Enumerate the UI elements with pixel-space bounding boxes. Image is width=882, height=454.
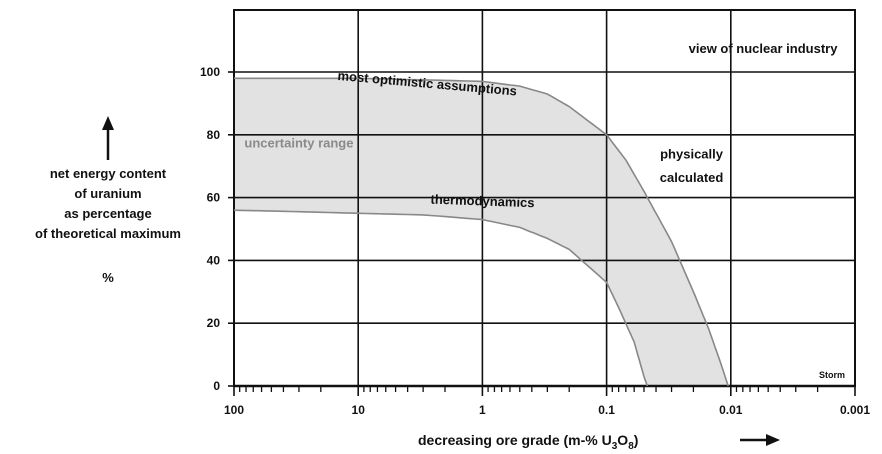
lower-curve	[233, 209, 649, 387]
y-tick-label: 100	[200, 65, 220, 79]
x-tick-label: 100	[224, 403, 244, 417]
annotation-label: view of nuclear industry	[689, 41, 839, 56]
y-axis-label-line-2: of uranium	[74, 186, 141, 201]
upper-curve	[234, 77, 729, 387]
x-tick-label: 1	[479, 403, 486, 417]
y-tick-label: 0	[213, 379, 220, 393]
y-axis-arrow-head	[102, 116, 114, 130]
y-axis-label-line-3: as percentage	[64, 206, 151, 221]
y-axis-label: net energy content of uranium as percent…	[35, 116, 181, 285]
x-axis-label: decreasing ore grade (m-% U3O8)	[418, 432, 780, 452]
annotation-label: calculated	[660, 170, 724, 185]
x-axis-label-text: decreasing ore grade (m-% U3O8)	[418, 432, 638, 452]
y-axis-label-line-1: net energy content	[50, 166, 167, 181]
y-axis-unit: %	[102, 270, 114, 285]
x-tick-label: 10	[352, 403, 366, 417]
x-tick-label: 0.001	[840, 403, 870, 417]
annotation-label: thermodynamics	[430, 192, 535, 211]
y-tick-label: 40	[207, 253, 221, 267]
x-axis-arrow-head	[766, 434, 780, 446]
y-axis-label-line-4: of theoretical maximum	[35, 226, 181, 241]
x-tick-label: 0.01	[719, 403, 743, 417]
corner-label: Storm	[819, 370, 845, 380]
x-tick-label: 0.1	[598, 403, 615, 417]
annotation-label: uncertainty range	[244, 135, 353, 150]
y-tick-label: 80	[207, 128, 221, 142]
y-tick-label: 60	[207, 191, 221, 205]
annotation-label: physically	[660, 146, 724, 161]
y-tick-label: 20	[207, 316, 221, 330]
uncertainty-band	[234, 78, 729, 387]
